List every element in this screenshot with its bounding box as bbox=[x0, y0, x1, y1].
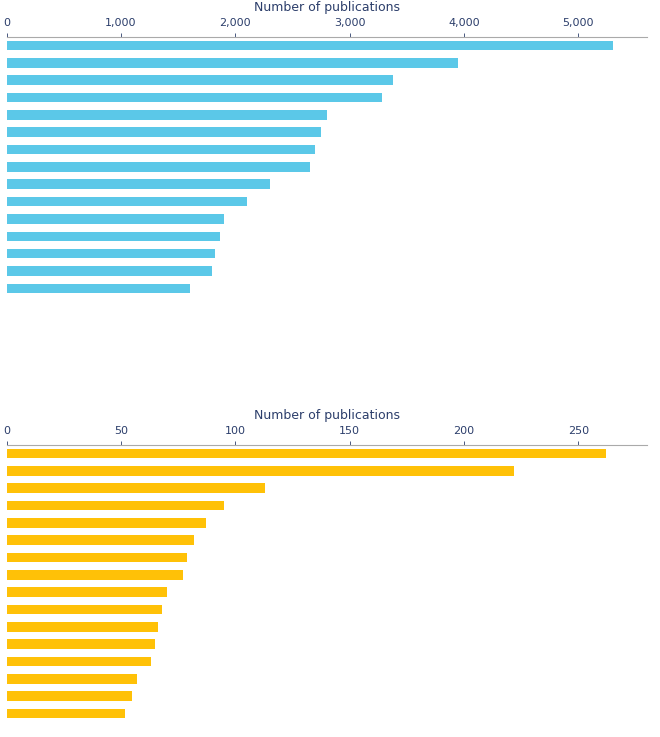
Bar bbox=[7, 249, 214, 259]
Bar bbox=[7, 691, 133, 701]
Bar bbox=[7, 58, 458, 68]
Bar bbox=[7, 709, 125, 719]
Bar bbox=[7, 144, 315, 154]
Bar bbox=[7, 214, 224, 224]
Bar bbox=[7, 41, 612, 50]
Bar bbox=[7, 553, 187, 562]
Bar bbox=[7, 570, 183, 579]
Bar bbox=[7, 587, 166, 597]
Bar bbox=[7, 535, 194, 545]
Bar bbox=[7, 162, 310, 172]
Bar bbox=[7, 605, 162, 615]
Bar bbox=[7, 231, 220, 241]
X-axis label: Number of publications: Number of publications bbox=[253, 409, 400, 422]
Bar bbox=[7, 483, 265, 493]
Bar bbox=[7, 500, 224, 510]
Bar bbox=[7, 518, 205, 528]
Bar bbox=[7, 657, 150, 666]
Bar bbox=[7, 180, 269, 189]
Bar bbox=[7, 128, 321, 137]
Bar bbox=[7, 197, 247, 206]
Bar bbox=[7, 622, 158, 632]
Bar bbox=[7, 466, 514, 475]
Bar bbox=[7, 674, 137, 684]
Bar bbox=[7, 266, 213, 276]
X-axis label: Number of publications: Number of publications bbox=[253, 1, 400, 14]
Bar bbox=[7, 449, 606, 458]
Bar bbox=[7, 75, 393, 85]
Bar bbox=[7, 110, 327, 119]
Bar bbox=[7, 284, 189, 293]
Bar bbox=[7, 640, 155, 649]
Bar bbox=[7, 93, 381, 102]
